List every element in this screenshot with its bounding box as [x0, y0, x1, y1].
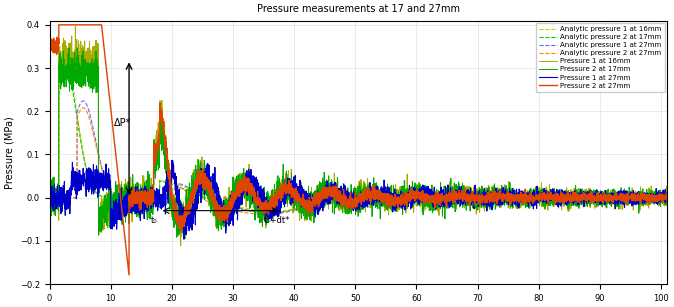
Line: Analytic pressure 2 at 17mm: Analytic pressure 2 at 17mm	[50, 66, 667, 212]
Pressure 1 at 27mm	[663, 196, 671, 200]
Analytic pressure 2 at 27mm	[46, 196, 54, 200]
Analytic pressure 1 at 27mm	[46, 196, 54, 200]
Pressure 1 at 27mm	[158, 200, 166, 203]
Line: Pressure 2 at 17mm: Pressure 2 at 17mm	[50, 48, 667, 237]
Analytic pressure 2 at 17mm	[158, 180, 166, 183]
Pressure 2 at 17mm	[282, 192, 290, 196]
Pressure 2 at 27mm	[663, 199, 671, 202]
Analytic pressure 1 at 27mm	[507, 197, 515, 200]
Pressure 2 at 27mm	[507, 198, 515, 202]
Pressure 1 at 16mm	[416, 205, 424, 208]
Analytic pressure 2 at 17mm	[507, 197, 515, 200]
Pressure 1 at 27mm	[416, 193, 424, 197]
Pressure 2 at 17mm	[663, 193, 671, 197]
Pressure 1 at 16mm	[158, 99, 166, 102]
Text: t₀: t₀	[150, 216, 157, 225]
Line: Pressure 2 at 27mm: Pressure 2 at 27mm	[50, 25, 667, 275]
Analytic pressure 2 at 17mm	[265, 210, 273, 214]
Analytic pressure 1 at 16mm	[553, 196, 561, 200]
Analytic pressure 2 at 27mm	[553, 196, 561, 200]
Pressure 1 at 27mm	[180, 237, 188, 241]
Analytic pressure 1 at 16mm	[158, 179, 166, 183]
Analytic pressure 2 at 17mm	[61, 64, 69, 68]
Pressure 2 at 17mm	[507, 195, 515, 198]
Title: Pressure measurements at 17 and 27mm: Pressure measurements at 17 and 27mm	[257, 4, 460, 14]
Pressure 2 at 27mm	[282, 192, 290, 196]
Line: Analytic pressure 1 at 27mm: Analytic pressure 1 at 27mm	[50, 101, 667, 213]
Analytic pressure 2 at 27mm	[663, 196, 671, 200]
Line: Pressure 1 at 16mm: Pressure 1 at 16mm	[50, 26, 667, 246]
Analytic pressure 1 at 27mm	[448, 196, 456, 200]
Pressure 1 at 16mm	[282, 183, 290, 186]
Pressure 2 at 27mm	[448, 194, 456, 198]
Text: t₀+dt*: t₀+dt*	[264, 216, 290, 225]
Pressure 1 at 27mm	[507, 189, 515, 193]
Pressure 2 at 17mm	[448, 200, 456, 204]
Analytic pressure 2 at 17mm	[448, 196, 456, 200]
Analytic pressure 2 at 27mm	[416, 196, 424, 200]
Line: Pressure 1 at 27mm: Pressure 1 at 27mm	[50, 160, 667, 239]
Pressure 1 at 27mm	[168, 158, 176, 162]
Pressure 2 at 27mm	[553, 196, 561, 200]
Analytic pressure 2 at 17mm	[46, 196, 54, 200]
Analytic pressure 1 at 27mm	[553, 196, 561, 200]
Analytic pressure 2 at 27mm	[282, 210, 290, 214]
Analytic pressure 2 at 17mm	[282, 209, 290, 213]
Analytic pressure 1 at 27mm	[663, 196, 671, 200]
Analytic pressure 2 at 27mm	[448, 196, 456, 200]
Pressure 1 at 16mm	[71, 24, 80, 28]
Pressure 1 at 27mm	[553, 196, 561, 200]
Pressure 2 at 17mm	[173, 235, 181, 239]
Pressure 1 at 16mm	[177, 244, 185, 248]
Analytic pressure 1 at 16mm	[61, 57, 69, 61]
Analytic pressure 1 at 16mm	[282, 209, 290, 213]
Analytic pressure 1 at 27mm	[416, 196, 424, 200]
Analytic pressure 1 at 16mm	[416, 196, 424, 200]
Pressure 1 at 16mm	[663, 199, 671, 203]
Pressure 1 at 27mm	[448, 198, 456, 202]
Analytic pressure 2 at 27mm	[79, 106, 87, 110]
Y-axis label: Pressure (MPa): Pressure (MPa)	[4, 116, 14, 189]
Pressure 2 at 27mm	[416, 193, 424, 197]
Analytic pressure 2 at 17mm	[553, 196, 561, 200]
Pressure 2 at 27mm	[125, 273, 133, 277]
Analytic pressure 2 at 27mm	[259, 212, 267, 216]
Analytic pressure 1 at 27mm	[282, 210, 290, 214]
Analytic pressure 1 at 27mm	[158, 196, 166, 200]
Pressure 2 at 17mm	[553, 192, 561, 195]
Legend: Analytic pressure 1 at 16mm, Analytic pressure 2 at 17mm, Analytic pressure 1 at: Analytic pressure 1 at 16mm, Analytic pr…	[536, 23, 665, 92]
Analytic pressure 1 at 16mm	[663, 196, 671, 200]
Pressure 2 at 17mm	[46, 200, 54, 203]
Pressure 1 at 16mm	[448, 189, 456, 193]
Analytic pressure 1 at 27mm	[79, 99, 87, 103]
Pressure 2 at 17mm	[73, 46, 82, 50]
Pressure 1 at 16mm	[46, 192, 54, 195]
Analytic pressure 1 at 16mm	[507, 197, 515, 200]
Text: ΔP*: ΔP*	[114, 118, 131, 128]
Line: Analytic pressure 1 at 16mm: Analytic pressure 1 at 16mm	[50, 59, 667, 212]
Pressure 2 at 17mm	[158, 133, 166, 137]
Pressure 2 at 27mm	[55, 23, 63, 27]
Analytic pressure 2 at 27mm	[507, 197, 515, 200]
Analytic pressure 1 at 16mm	[46, 196, 54, 200]
Analytic pressure 1 at 16mm	[273, 210, 281, 214]
Analytic pressure 2 at 17mm	[663, 196, 671, 200]
Analytic pressure 1 at 27mm	[271, 211, 279, 215]
Pressure 2 at 17mm	[416, 195, 424, 198]
Line: Analytic pressure 2 at 27mm: Analytic pressure 2 at 27mm	[50, 108, 667, 214]
Pressure 1 at 16mm	[553, 189, 561, 193]
Pressure 2 at 27mm	[46, 44, 54, 48]
Analytic pressure 2 at 27mm	[158, 196, 166, 200]
Pressure 1 at 27mm	[282, 192, 290, 196]
Pressure 1 at 27mm	[46, 200, 54, 204]
Analytic pressure 1 at 16mm	[448, 196, 456, 200]
Pressure 1 at 16mm	[507, 206, 515, 209]
Analytic pressure 2 at 17mm	[416, 196, 424, 200]
Pressure 2 at 27mm	[158, 121, 166, 125]
